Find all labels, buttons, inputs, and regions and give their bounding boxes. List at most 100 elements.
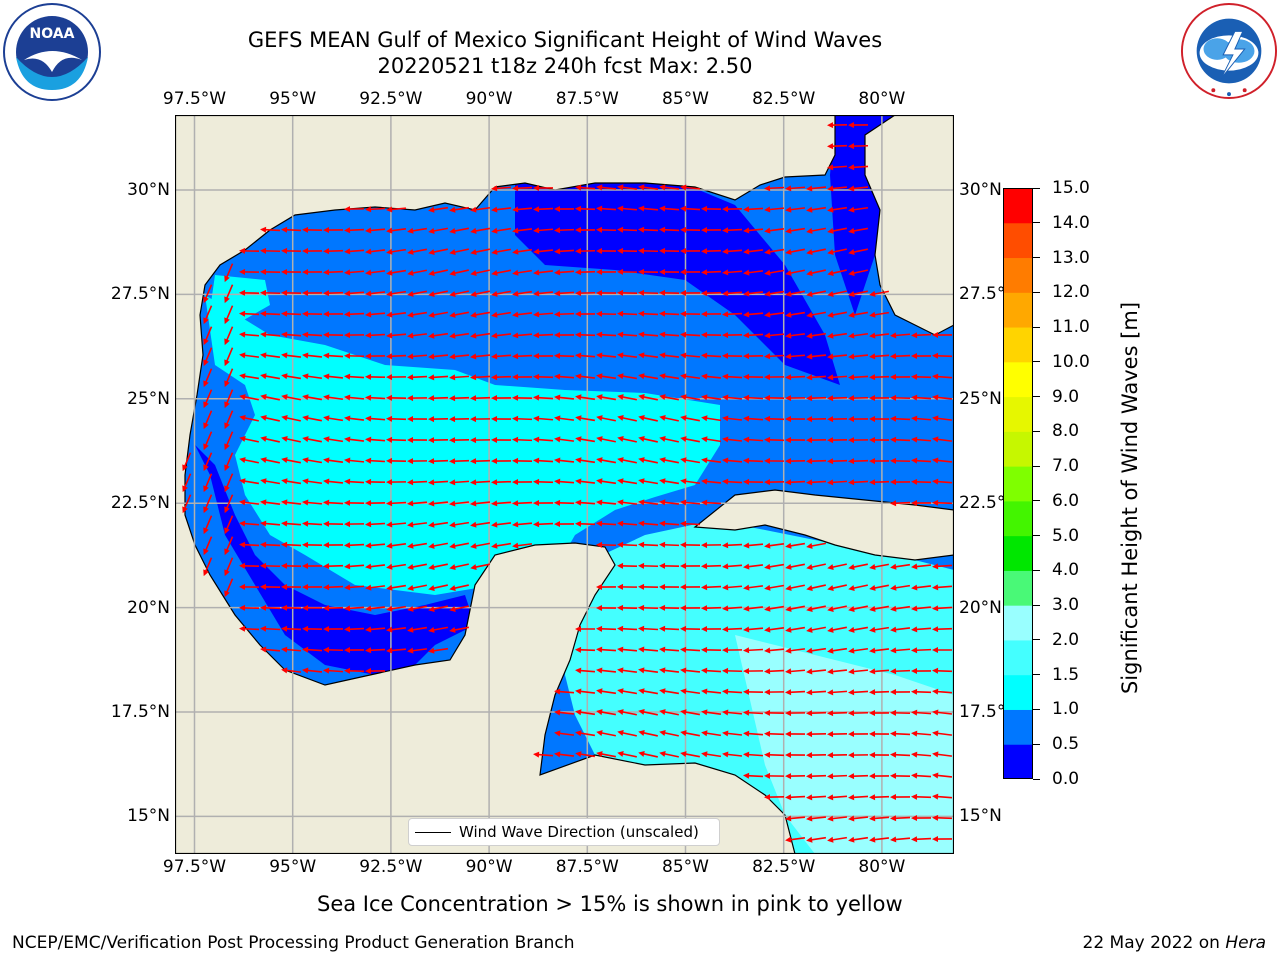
wave-arrow (260, 520, 281, 527)
wave-arrow (806, 416, 827, 423)
wave-arrow (848, 752, 869, 759)
wave-arrow (260, 541, 281, 548)
wave-arrow (659, 247, 680, 254)
colorbar-segment-5 (1003, 570, 1033, 606)
wave-arrow (575, 457, 596, 464)
wave-arrow (260, 499, 281, 506)
wave-arrow (239, 373, 260, 380)
wave-arrow (848, 584, 868, 591)
wave-arrow (617, 436, 637, 443)
wave-arrow (260, 268, 281, 275)
wave-arrow (890, 584, 911, 591)
wave-arrow (491, 395, 512, 402)
wave-arrow (323, 520, 344, 527)
wave-arrow (344, 352, 365, 359)
wave-arrow (827, 227, 847, 234)
wave-arrow (680, 226, 701, 233)
wave-arrow (848, 269, 868, 276)
wave-arrow (365, 373, 386, 380)
wave-arrow (869, 730, 890, 737)
wave-arrow (407, 626, 428, 633)
wave-arrow (722, 248, 743, 255)
wave-arrow (554, 373, 575, 380)
wave-arrow (806, 794, 827, 801)
lat-right-label-1: 27.5°N (959, 284, 1004, 305)
wave-arrow (911, 373, 932, 380)
wave-arrow (764, 709, 785, 716)
wave-arrow (323, 331, 344, 338)
wave-arrow (932, 478, 953, 485)
wave-arrow (743, 269, 764, 276)
lat-left-label-6: 15°N (127, 806, 170, 827)
wave-arrow (182, 494, 192, 514)
wave-arrow (407, 332, 428, 339)
wave-arrow (890, 394, 911, 401)
wave-arrow (575, 520, 596, 527)
wave-arrow (617, 415, 637, 422)
wave-arrow (386, 311, 407, 318)
wave-arrow (575, 688, 596, 695)
wave-arrow (827, 311, 847, 318)
wave-arrow (533, 751, 554, 758)
wave-arrow (224, 389, 234, 409)
wave-arrow (617, 520, 638, 527)
colorbar-tick-mark-14 (1033, 291, 1040, 293)
wave-arrow (680, 646, 701, 653)
wave-arrow (743, 353, 764, 360)
wave-arrow (617, 562, 638, 569)
wave-arrow (890, 479, 911, 486)
wave-arrow (323, 605, 344, 612)
wave-arrow (575, 352, 596, 359)
wave-arrow (743, 688, 764, 695)
wave-arrow (386, 626, 407, 633)
wave-arrow (428, 290, 448, 297)
wave-arrow (512, 436, 533, 443)
wave-arrow (785, 668, 806, 675)
wave-arrow (344, 584, 365, 591)
lat-left-label-2: 25°N (127, 388, 170, 409)
wave-arrow (491, 206, 512, 213)
wave-arrow (680, 584, 701, 591)
wave-arrow (407, 227, 428, 234)
colorbar-tick-label-4: 2.0 (1052, 629, 1080, 650)
wave-arrow (260, 435, 280, 443)
land-cuba (693, 489, 954, 561)
wave-arrow (239, 499, 260, 506)
wave-arrow (659, 331, 680, 338)
wave-arrow (617, 205, 638, 212)
wave-arrow (428, 248, 448, 255)
wave-arrow (344, 478, 365, 485)
wave-arrow (806, 206, 827, 213)
wave-arrow (617, 478, 638, 485)
wave-arrow (869, 332, 890, 339)
colorbar-tick-mark-0 (1033, 778, 1040, 780)
wave-arrow (182, 452, 192, 472)
wave-arrow (743, 478, 764, 485)
wave-arrow (554, 499, 575, 506)
colorbar-tick-mark-12 (1033, 361, 1040, 363)
wave-arrow (203, 326, 213, 346)
colorbar-segment-15 (1003, 222, 1033, 259)
wave-arrow (638, 394, 658, 401)
wave-arrow (386, 647, 407, 654)
wave-arrow (386, 521, 407, 528)
wave-arrow (806, 710, 827, 717)
land (175, 115, 954, 854)
lon-bottom-label-3: 90°W (465, 857, 513, 877)
wave-arrow (386, 353, 407, 360)
wave-arrow (512, 311, 533, 318)
wave-arrow (785, 563, 805, 570)
wave-arrow (533, 290, 554, 297)
wave-arrow (932, 394, 953, 401)
wave-arrow (281, 226, 302, 233)
wave-arrow (575, 667, 596, 674)
wave-arrow (365, 269, 386, 276)
wave-arrow (869, 815, 890, 822)
wave-arrow (449, 332, 470, 339)
wave-arrow (869, 479, 890, 486)
wave-arrow (743, 647, 764, 654)
wave-arrow (617, 310, 638, 317)
wave-arrow (848, 332, 869, 339)
wave-arrow (470, 227, 490, 234)
wave-arrow (680, 205, 701, 212)
